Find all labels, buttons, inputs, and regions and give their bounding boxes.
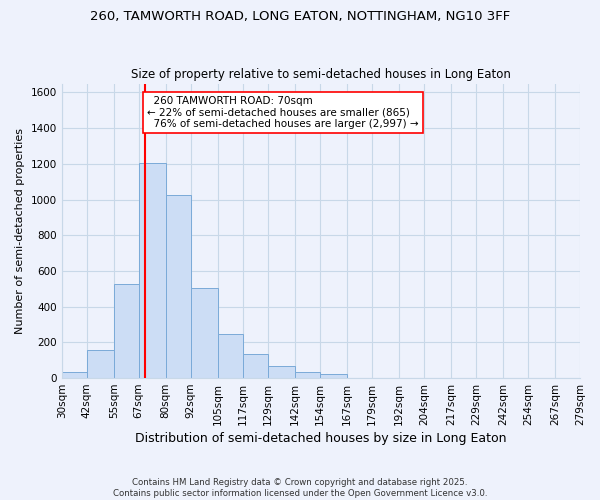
Bar — [268, 366, 295, 378]
Text: 260, TAMWORTH ROAD, LONG EATON, NOTTINGHAM, NG10 3FF: 260, TAMWORTH ROAD, LONG EATON, NOTTINGH… — [90, 10, 510, 23]
Y-axis label: Number of semi-detached properties: Number of semi-detached properties — [15, 128, 25, 334]
Bar — [191, 288, 218, 378]
X-axis label: Distribution of semi-detached houses by size in Long Eaton: Distribution of semi-detached houses by … — [135, 432, 506, 445]
Bar — [86, 350, 114, 378]
Bar — [218, 334, 243, 378]
Bar — [62, 372, 86, 378]
Bar — [295, 372, 320, 378]
Bar — [320, 374, 347, 378]
Text: Contains HM Land Registry data © Crown copyright and database right 2025.
Contai: Contains HM Land Registry data © Crown c… — [113, 478, 487, 498]
Title: Size of property relative to semi-detached houses in Long Eaton: Size of property relative to semi-detach… — [131, 68, 511, 81]
Bar — [243, 354, 268, 378]
Bar — [114, 284, 139, 378]
Bar — [166, 195, 191, 378]
Text: 260 TAMWORTH ROAD: 70sqm
← 22% of semi-detached houses are smaller (865)
  76% o: 260 TAMWORTH ROAD: 70sqm ← 22% of semi-d… — [147, 96, 419, 130]
Bar — [139, 163, 166, 378]
